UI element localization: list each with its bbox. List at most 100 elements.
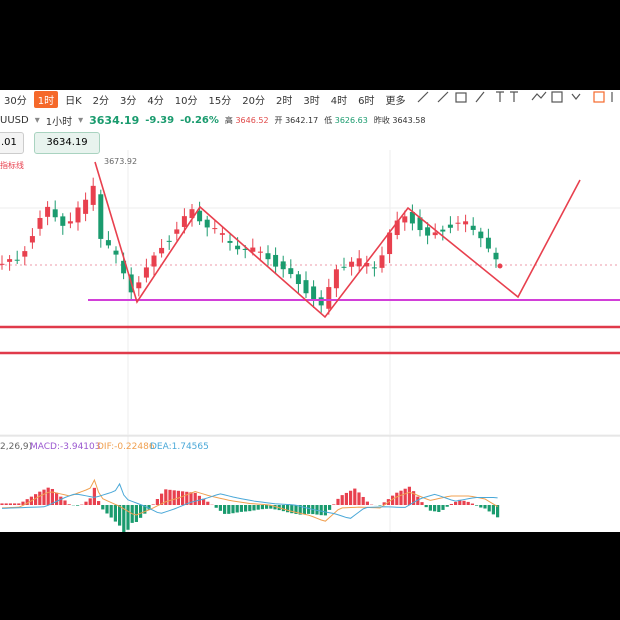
macd-legend: 2,26,9) MACD:-3.94103 DIF:-0.22486 DEA:1…: [0, 442, 209, 452]
candle-body: [364, 262, 370, 267]
open-label: 开: [274, 116, 283, 125]
macd-bar: [286, 505, 290, 513]
interval[interactable]: 1小时: [45, 117, 73, 128]
macd-bar: [357, 492, 361, 505]
macd-bar: [399, 490, 403, 505]
macd-bar: [395, 492, 399, 505]
candle-body: [318, 297, 324, 306]
macd-bar: [113, 505, 117, 522]
candle-body: [60, 216, 66, 226]
candle-body: [83, 199, 89, 214]
high-label: 高: [224, 116, 233, 125]
candle-body: [22, 251, 28, 257]
timeframe-button[interactable]: 6时: [358, 95, 375, 107]
macd-bar: [340, 495, 344, 505]
macd-bar: [88, 498, 92, 505]
timeframe-button[interactable]: 2时: [276, 95, 293, 107]
tool-icons[interactable]: [417, 91, 613, 103]
macd-bar: [92, 487, 96, 505]
candle-body: [7, 259, 13, 262]
dea-value: DEA:1.74565: [150, 442, 209, 452]
dea-line: [1, 482, 498, 519]
candle-body: [402, 216, 408, 223]
macd-bar: [50, 488, 54, 505]
candle-body: [204, 219, 210, 228]
macd-bar: [34, 494, 38, 505]
timeframe-button[interactable]: 4时: [330, 95, 348, 107]
macd-bar: [420, 502, 424, 505]
candle-body: [212, 228, 218, 230]
timeframe-button[interactable]: 日K: [65, 95, 82, 107]
timeframe-button[interactable]: 4分: [147, 95, 164, 107]
macd-bar: [265, 505, 269, 509]
candle-body: [159, 247, 165, 254]
candle-body: [166, 240, 172, 242]
macd-bar: [218, 505, 222, 511]
macd-bar: [470, 503, 474, 505]
price-dot: [497, 263, 503, 269]
macd-bar: [298, 505, 302, 515]
candle-body: [409, 211, 415, 224]
macd-bar: [332, 504, 336, 505]
price: 3634.19: [89, 114, 140, 127]
macd-bar: [336, 498, 340, 505]
low-label: 低: [324, 116, 333, 125]
macd-bar: [244, 505, 248, 512]
macd-bar: [391, 495, 395, 505]
timeframe-button[interactable]: 10分: [174, 95, 198, 107]
candle-body: [303, 280, 309, 294]
candle-body: [257, 251, 263, 253]
candle-body: [98, 194, 104, 239]
macd-bar: [496, 505, 500, 518]
candle-body: [227, 240, 233, 243]
macd-bar: [260, 505, 264, 510]
candle-body: [151, 255, 157, 267]
candle-body: [113, 250, 119, 255]
candle-body: [52, 209, 58, 218]
symbol[interactable]: UUSD: [0, 115, 29, 126]
macd-bar: [13, 503, 17, 505]
timeframe-button[interactable]: 3分: [120, 95, 137, 107]
macd-bar: [214, 505, 218, 508]
macd-bar: [126, 505, 130, 530]
macd-bar: [55, 492, 59, 505]
macd-bar: [63, 500, 67, 505]
dif-line: [1, 478, 498, 522]
macd-bar: [479, 505, 483, 508]
candle-body: [432, 232, 438, 236]
candle-body: [250, 247, 256, 252]
indicator-note: 指标线: [0, 160, 24, 170]
timeframe-button[interactable]: 2分: [92, 95, 110, 107]
price-box[interactable]: 3634.19: [34, 132, 100, 154]
timeframe-button[interactable]: 更多: [385, 95, 406, 107]
macd-bar: [454, 501, 458, 505]
candle-body: [174, 229, 180, 234]
macd-bar: [475, 505, 479, 506]
candle-body: [356, 258, 362, 267]
macd-params: 2,26,9): [0, 442, 32, 452]
timeframe-button[interactable]: 1时: [33, 90, 59, 108]
candle-body: [447, 224, 453, 228]
timeframe-button[interactable]: 3时: [303, 95, 320, 107]
timeframe-button[interactable]: 20分: [242, 95, 265, 107]
candle-body: [288, 268, 294, 275]
timeframe-button[interactable]: 15分: [208, 95, 232, 107]
qty-box[interactable]: .01: [0, 132, 24, 154]
candle-body: [105, 240, 111, 246]
timeframe-button[interactable]: 30分: [4, 95, 27, 107]
candle-body: [121, 260, 127, 274]
peak-label: 3673.92: [104, 157, 137, 166]
candle-body: [90, 185, 96, 205]
macd-bar: [483, 505, 487, 509]
candle-body: [67, 221, 73, 224]
macd-bar: [206, 501, 210, 505]
candle-body: [326, 287, 332, 309]
macd-bar: [319, 505, 323, 516]
macd-bar: [328, 505, 332, 510]
candle-body: [470, 225, 476, 230]
macd-bar: [105, 505, 109, 514]
candle-body: [463, 221, 469, 225]
macd-bar: [155, 499, 159, 505]
candle-body: [197, 210, 203, 222]
macd-bar: [38, 491, 42, 505]
